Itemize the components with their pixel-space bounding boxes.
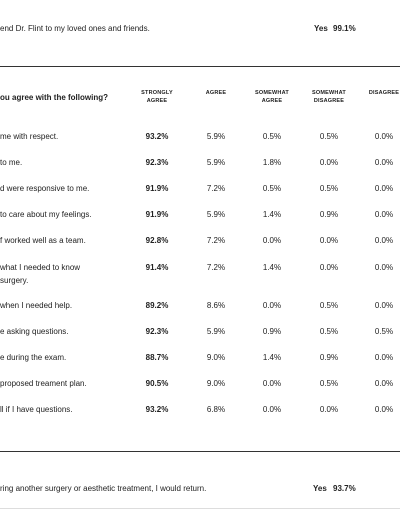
cell-value: 92.3% (145, 158, 169, 167)
cell-value: 5.9% (206, 132, 226, 141)
cell-value: 5.9% (206, 327, 226, 336)
cell-value: 0.9% (319, 353, 339, 362)
table-title: ou agree with the following? (0, 93, 108, 102)
question-text: what I needed to know (0, 263, 81, 272)
cell-value: 0.0% (374, 236, 394, 245)
cell-value: 0.0% (262, 379, 282, 388)
cell-value: 0.0% (374, 353, 394, 362)
question-text: proposed treament plan. (0, 379, 87, 388)
cell-value: 7.2% (206, 263, 226, 272)
cell-value: 0.0% (374, 132, 394, 141)
cell-value: 0.0% (374, 263, 394, 272)
column-header: AGREE (146, 98, 168, 104)
question-text: ll if I have questions. (0, 405, 73, 414)
cell-value: 0.0% (374, 301, 394, 310)
column-header: SOMEWHAT (255, 90, 289, 96)
cell-value: 92.8% (145, 236, 169, 245)
cell-value: 0.5% (319, 301, 339, 310)
cell-value: 0.0% (374, 210, 394, 219)
column-header: DISAGREE (368, 90, 400, 96)
cell-value: 5.9% (206, 210, 226, 219)
cell-value: 9.0% (206, 353, 226, 362)
cell-value: 91.4% (145, 263, 169, 272)
cell-value: 9.0% (206, 379, 226, 388)
column-header: STRONGLY (141, 90, 173, 96)
cell-value: 0.5% (319, 327, 339, 336)
cell-value: 0.0% (319, 236, 339, 245)
cell-value: 0.5% (374, 327, 394, 336)
recommend-answer: Yes (314, 24, 328, 33)
question-text: to me. (0, 158, 23, 167)
cell-value: 0.5% (319, 132, 339, 141)
return-percent: 93.7% (333, 484, 356, 493)
cell-value: 91.9% (145, 210, 169, 219)
cell-value: 7.2% (206, 184, 226, 193)
cell-value: 1.4% (262, 210, 282, 219)
column-header: SOMEWHAT (312, 90, 346, 96)
return-answer: Yes (313, 484, 327, 493)
cell-value: 0.0% (262, 405, 282, 414)
cell-value: 1.4% (262, 263, 282, 272)
question-text: when I needed help. (0, 301, 73, 310)
cell-value: 0.9% (262, 327, 282, 336)
cell-value: 92.3% (145, 327, 169, 336)
cell-value: 0.5% (319, 379, 339, 388)
divider (0, 508, 400, 509)
cell-value: 93.2% (145, 405, 169, 414)
question-text: me with respect. (0, 132, 59, 141)
cell-value: 0.0% (374, 379, 394, 388)
cell-value: 0.0% (319, 405, 339, 414)
cell-value: 90.5% (145, 379, 169, 388)
cell-value: 0.5% (262, 132, 282, 141)
return-text: ring another surgery or aesthetic treatm… (0, 484, 207, 493)
question-text: f worked well as a team. (0, 236, 86, 245)
question-text: surgery. (0, 276, 29, 285)
cell-value: 0.0% (319, 263, 339, 272)
cell-value: 0.0% (374, 158, 394, 167)
cell-value: 88.7% (145, 353, 169, 362)
column-header: AGREE (261, 98, 283, 104)
cell-value: 91.9% (145, 184, 169, 193)
cell-value: 6.8% (206, 405, 226, 414)
cell-value: 89.2% (145, 301, 169, 310)
recommend-text: end Dr. Flint to my loved ones and frien… (0, 24, 150, 33)
question-text: e during the exam. (0, 353, 67, 362)
question-text: to care about my feelings. (0, 210, 92, 219)
cell-value: 0.0% (262, 301, 282, 310)
cell-value: 0.9% (319, 210, 339, 219)
cell-value: 8.6% (206, 301, 226, 310)
cell-value: 0.0% (262, 236, 282, 245)
cell-value: 1.4% (262, 353, 282, 362)
question-text: e asking questions. (0, 327, 69, 336)
divider (0, 66, 400, 67)
column-header: DISAGREE (313, 98, 345, 104)
cell-value: 5.9% (206, 158, 226, 167)
cell-value: 1.8% (262, 158, 282, 167)
cell-value: 0.5% (319, 184, 339, 193)
recommend-percent: 99.1% (333, 24, 356, 33)
cell-value: 0.0% (374, 184, 394, 193)
cell-value: 0.0% (319, 158, 339, 167)
divider (0, 451, 400, 452)
cell-value: 0.0% (374, 405, 394, 414)
question-text: d were responsive to me. (0, 184, 90, 193)
cell-value: 7.2% (206, 236, 226, 245)
cell-value: 0.5% (262, 184, 282, 193)
column-header: AGREE (205, 90, 227, 96)
cell-value: 93.2% (145, 132, 169, 141)
